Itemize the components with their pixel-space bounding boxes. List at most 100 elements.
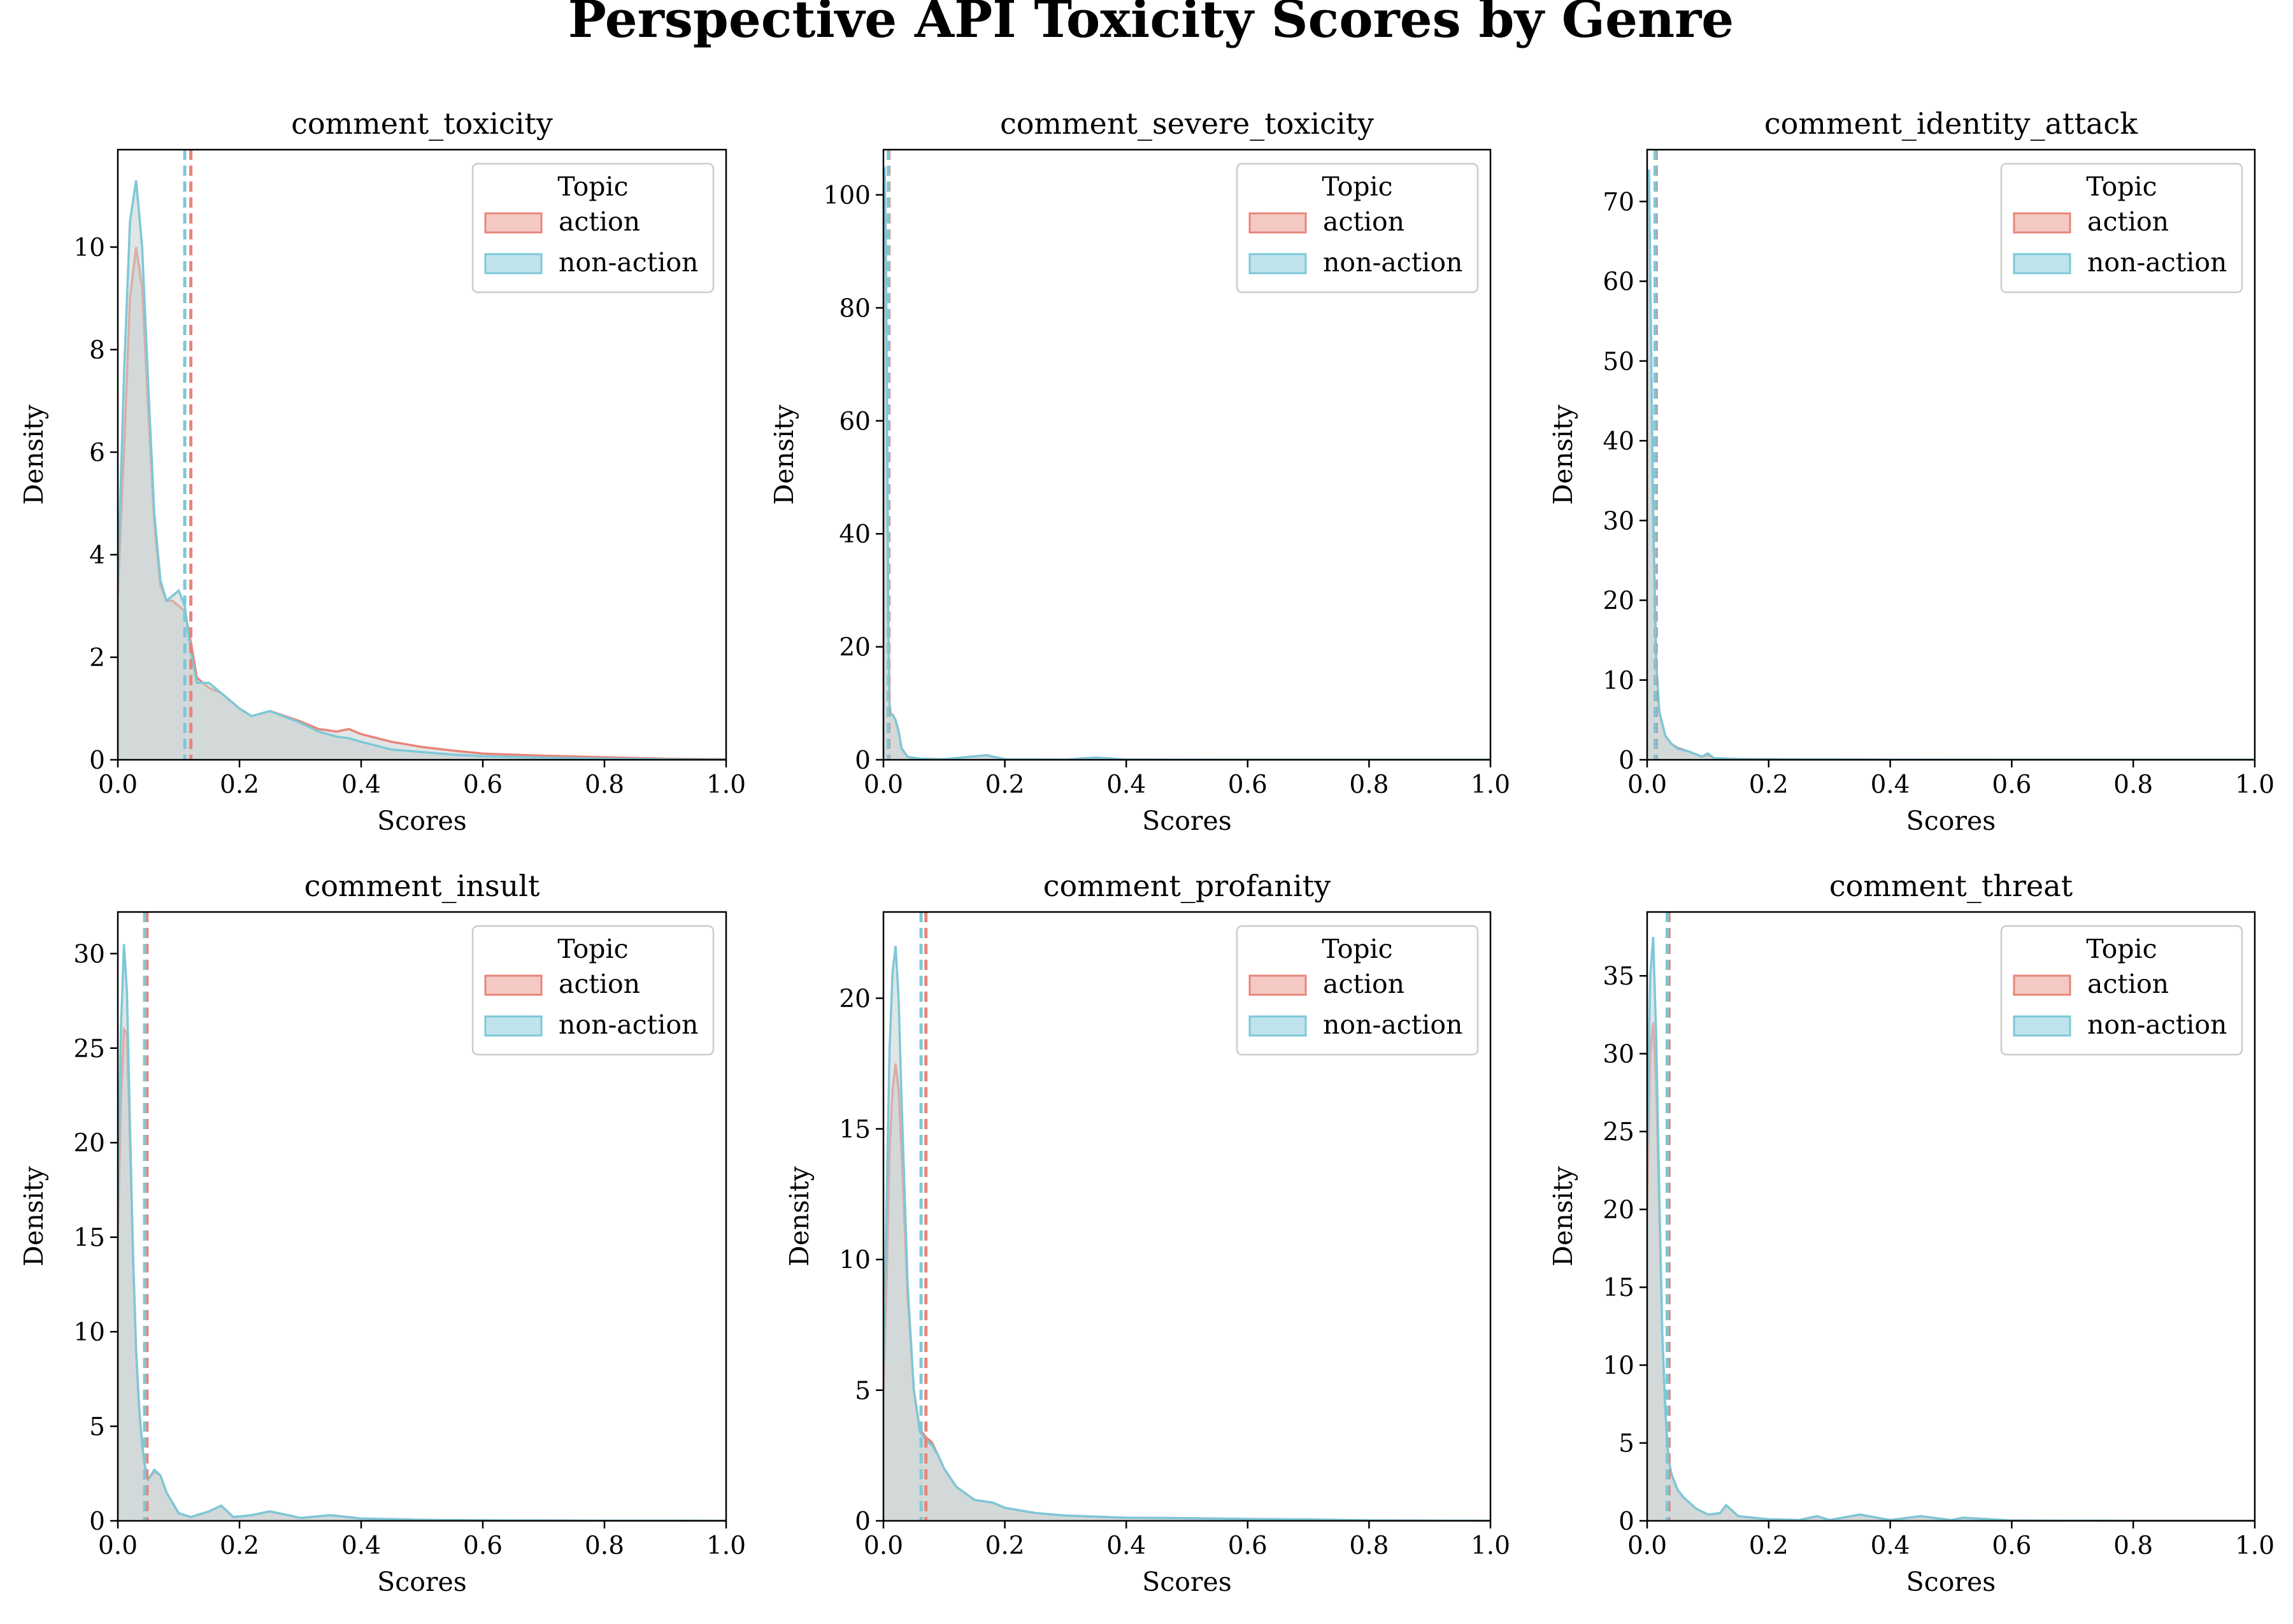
y-axis-label: Density [18,404,49,505]
y-axis-label: Density [1548,404,1578,505]
y-tick-label: 20 [73,1129,105,1158]
y-tick-label: 0 [89,746,105,775]
panel-title: comment_toxicity [291,106,553,141]
legend-title: Topic [2086,934,2157,964]
legend: Topic action non-action [471,162,715,294]
figure-title: Perspective API Toxicity Scores by Genre [568,0,1734,49]
x-tick-label: 0.2 [985,771,1025,799]
y-tick-label: 10 [73,234,105,262]
panel-title: comment_severe_toxicity [1000,106,1374,141]
legend-swatch-non-action [1248,253,1307,274]
x-axis-label: Scores [1906,1567,1996,1597]
legend-swatch-non-action [484,1015,543,1037]
x-tick-label: 0.0 [1627,1532,1667,1560]
y-tick-label: 20 [839,985,871,1013]
x-tick-label: 0.4 [1106,1532,1146,1560]
panel-title: comment_threat [1829,869,2073,903]
y-tick-label: 20 [839,634,871,662]
legend: Topic action non-action [2000,925,2243,1056]
density-line-non-action [883,946,1490,1521]
panel-3: comment_identity_attack 0.0 0.2 0.4 0.6 0.8 1.… [1548,106,2275,836]
x-tick-label: 0.0 [1627,771,1667,799]
legend-entry-non-action: non-action [2087,247,2227,278]
panel-title: comment_profanity [1043,869,1331,903]
y-tick-label: 6 [89,439,105,467]
x-tick-label: 0.0 [98,771,138,799]
y-tick-label: 10 [1603,1351,1634,1380]
legend: Topic action non-action [2000,162,2243,294]
y-tick-label: 8 [89,336,105,365]
legend-swatch-action [1248,212,1307,234]
legend: Topic action non-action [471,925,715,1056]
legend-entry-action: action [2087,206,2169,237]
density-line-non-action [118,944,726,1521]
y-tick-label: 0 [855,746,871,775]
x-tick-label: 0.8 [1349,1532,1389,1560]
legend-swatch-action [1248,974,1307,996]
legend-swatch-action [484,974,543,996]
x-tick-label: 0.4 [1871,1532,1910,1560]
y-tick-label: 60 [1603,268,1634,297]
panel-1: comment_toxicity 0.0 0.2 0.4 0.6 0.8 1.0 0 2 4 6 8 1… [18,106,746,836]
density-line-non-action [883,166,1490,760]
x-axis-label: Scores [377,1567,467,1597]
y-tick-label: 5 [1618,1430,1634,1458]
y-tick-label: 5 [89,1413,105,1442]
y-axis-label: Density [784,1166,815,1267]
x-tick-label: 0.8 [1349,771,1389,799]
x-tick-label: 0.4 [341,771,381,799]
legend-entry-non-action: non-action [2087,1009,2227,1040]
axes-frame [1646,911,2256,1522]
legend-swatch-non-action [2013,1015,2071,1037]
y-tick-label: 40 [1603,427,1634,456]
x-tick-label: 0.2 [1749,1532,1789,1560]
x-tick-label: 0.8 [585,1532,624,1560]
x-axis-label: Scores [1142,1567,1232,1597]
y-axis-label: Density [1548,1166,1578,1267]
axes-frame [117,911,727,1522]
density-line-non-action [118,180,726,760]
y-tick-label: 4 [89,541,105,570]
y-tick-label: 0 [89,1507,105,1536]
x-tick-label: 0.6 [463,771,503,799]
x-tick-label: 0.4 [341,1532,381,1560]
y-tick-label: 25 [73,1035,105,1064]
legend-swatch-non-action [2013,253,2071,274]
x-tick-label: 1.0 [1471,771,1510,799]
panel-5: comment_profanity 0.0 0.2 0.4 0.6 0.8 1.0 0 5 10 1… [784,869,1510,1597]
y-tick-label: 30 [1603,1040,1634,1069]
legend-title: Topic [2086,171,2157,202]
x-axis-label: Scores [1142,806,1232,836]
y-tick-label: 0 [1618,746,1634,775]
y-tick-label: 50 [1603,348,1634,376]
y-tick-label: 2 [89,644,105,673]
x-tick-label: 0.8 [2113,771,2153,799]
legend-swatch-action [2013,212,2071,234]
density-fill-non-action [118,180,726,760]
y-axis-label: Density [769,404,799,505]
legend-entry-action: action [1323,969,1404,999]
legend-title: Topic [1322,934,1392,964]
x-tick-label: 0.0 [864,1532,903,1560]
legend-entry-non-action: non-action [1323,1009,1462,1040]
legend-entry-non-action: non-action [1323,247,1462,278]
y-tick-label: 10 [839,1246,871,1275]
legend: Topic action non-action [1236,925,1479,1056]
x-tick-label: 1.0 [1471,1532,1510,1560]
legend: Topic action non-action [1236,162,1479,294]
axes-frame [882,911,1492,1522]
x-tick-label: 0.6 [463,1532,503,1560]
y-tick-label: 80 [839,294,871,323]
plot-area [883,150,1490,760]
x-axis-label: Scores [1906,806,1996,836]
axes-frame [1646,148,2256,761]
x-tick-label: 1.0 [706,771,746,799]
plot-area [883,912,1490,1521]
x-axis-label: Scores [377,806,467,836]
x-tick-label: 0.8 [585,771,624,799]
legend-swatch-action [2013,974,2071,996]
axes-frame [117,148,727,761]
axes-frame [882,148,1492,761]
x-tick-label: 0.0 [98,1532,138,1560]
legend-entry-action: action [559,969,640,999]
